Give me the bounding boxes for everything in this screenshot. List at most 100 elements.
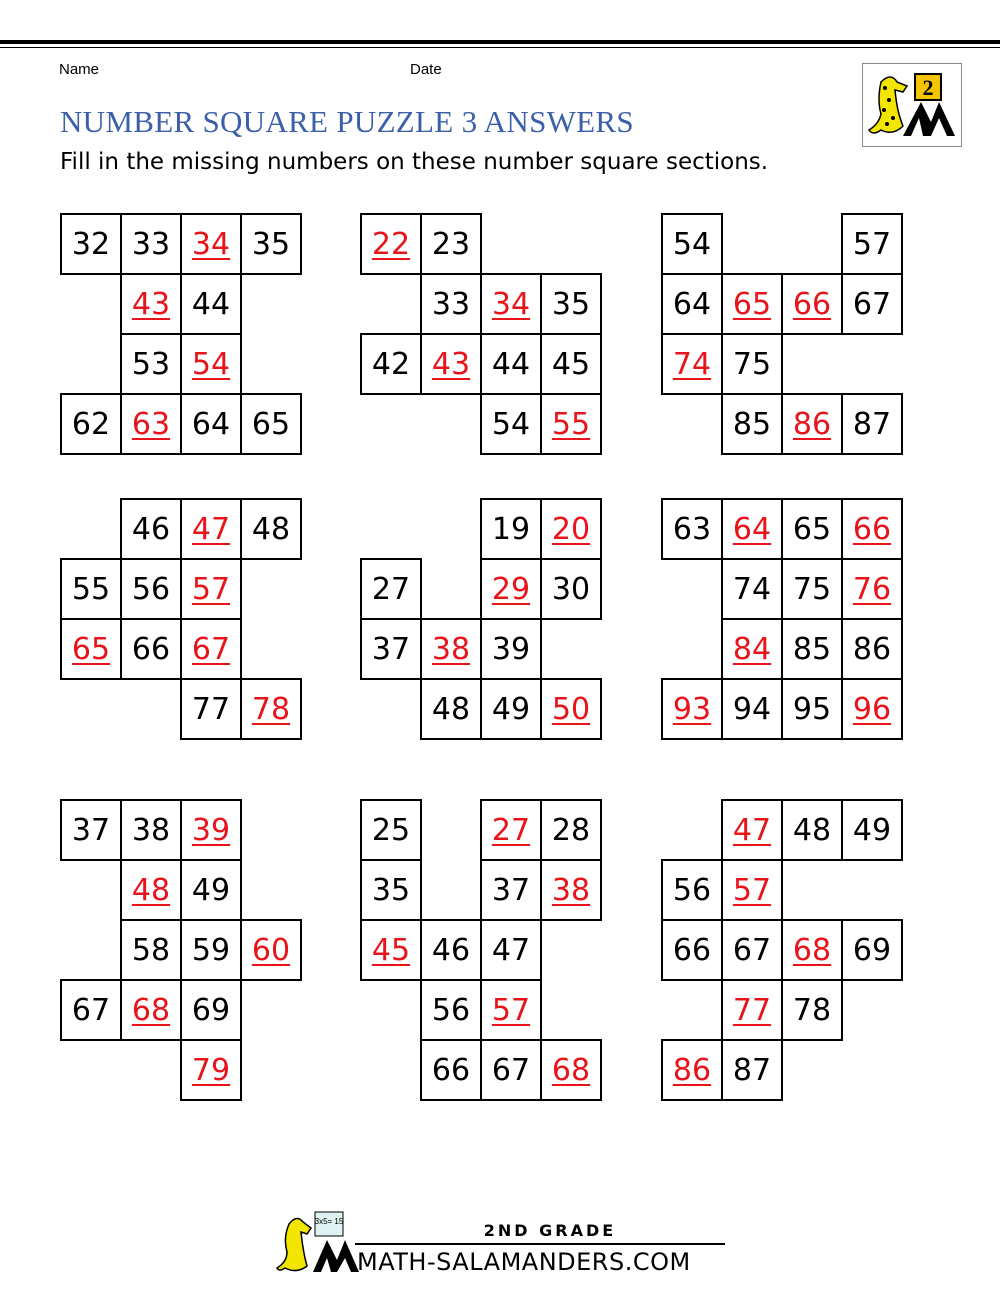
answer-cell: 65	[721, 273, 783, 335]
cell-number: 74	[732, 571, 772, 607]
answer-cell: 86	[661, 1039, 723, 1101]
given-cell: 75	[721, 333, 783, 395]
cell-number: 29	[491, 571, 531, 607]
cell-number: 66	[852, 511, 892, 547]
cell-number: 43	[431, 346, 471, 382]
given-cell: 49	[841, 799, 903, 861]
cell-number: 64	[672, 286, 712, 322]
cell-number: 50	[551, 691, 591, 727]
given-cell: 32	[60, 213, 122, 275]
answer-cell: 22	[360, 213, 422, 275]
given-cell: 85	[781, 618, 843, 680]
given-cell: 35	[240, 213, 302, 275]
answer-cell: 74	[661, 333, 723, 395]
given-cell: 59	[180, 919, 242, 981]
cell-number: 55	[71, 571, 111, 607]
answer-cell: 43	[420, 333, 482, 395]
footer-grade: 2ND GRADE	[484, 1221, 616, 1240]
cell-number: 57	[491, 992, 531, 1028]
cell-number: 54	[491, 406, 531, 442]
cell-number: 34	[191, 226, 231, 262]
answer-cell: 68	[120, 979, 182, 1041]
cell-number: 38	[431, 631, 471, 667]
answer-cell: 29	[480, 558, 542, 620]
cell-number: 56	[131, 571, 171, 607]
given-cell: 49	[180, 859, 242, 921]
answer-cell: 55	[540, 393, 602, 455]
given-cell: 58	[120, 919, 182, 981]
cell-number: 66	[131, 631, 171, 667]
given-cell: 35	[360, 859, 422, 921]
cell-number: 76	[852, 571, 892, 607]
cell-number: 56	[431, 992, 471, 1028]
given-cell: 85	[721, 393, 783, 455]
cell-number: 85	[732, 406, 772, 442]
cell-number: 64	[732, 511, 772, 547]
cell-number: 62	[71, 406, 111, 442]
answer-cell: 68	[540, 1039, 602, 1101]
cell-number: 39	[191, 812, 231, 848]
given-cell: 57	[841, 213, 903, 275]
footer-site: MATH-SALAMANDERS.COM	[357, 1248, 691, 1276]
cell-number: 47	[732, 812, 772, 848]
math-salamanders-logo: 2	[862, 63, 962, 147]
given-cell: 56	[120, 558, 182, 620]
cell-number: 60	[251, 932, 291, 968]
cell-number: 86	[672, 1052, 712, 1088]
given-cell: 77	[180, 678, 242, 740]
answer-cell: 66	[781, 273, 843, 335]
given-cell: 87	[841, 393, 903, 455]
cell-number: 66	[672, 932, 712, 968]
cell-number: 55	[551, 406, 591, 442]
board-text: 3x5= 15	[315, 1217, 344, 1226]
cell-number: 49	[852, 812, 892, 848]
cell-number: 53	[131, 346, 171, 382]
given-cell: 66	[661, 919, 723, 981]
answer-cell: 50	[540, 678, 602, 740]
answer-cell: 48	[120, 859, 182, 921]
cell-number: 65	[251, 406, 291, 442]
given-cell: 86	[841, 618, 903, 680]
cell-number: 95	[792, 691, 832, 727]
cell-number: 59	[191, 932, 231, 968]
cell-number: 27	[491, 812, 531, 848]
given-cell: 67	[721, 919, 783, 981]
page-title: NUMBER SQUARE PUZZLE 3 ANSWERS	[60, 104, 634, 139]
answer-cell: 20	[540, 498, 602, 560]
given-cell: 53	[120, 333, 182, 395]
cell-number: 34	[491, 286, 531, 322]
cell-number: 77	[191, 691, 231, 727]
given-cell: 69	[180, 979, 242, 1041]
name-label: Name	[59, 61, 100, 78]
given-cell: 67	[841, 273, 903, 335]
cell-number: 63	[672, 511, 712, 547]
answer-cell: 27	[480, 799, 542, 861]
cell-number: 86	[852, 631, 892, 667]
cell-number: 28	[551, 812, 591, 848]
given-cell: 62	[60, 393, 122, 455]
cell-number: 42	[371, 346, 411, 382]
cell-number: 48	[251, 511, 291, 547]
answer-cell: 47	[180, 498, 242, 560]
answer-cell: 67	[180, 618, 242, 680]
given-cell: 46	[420, 919, 482, 981]
given-cell: 67	[480, 1039, 542, 1101]
cell-number: 66	[792, 286, 832, 322]
given-cell: 64	[661, 273, 723, 335]
cell-number: 67	[732, 932, 772, 968]
cell-number: 68	[551, 1052, 591, 1088]
answer-cell: 54	[180, 333, 242, 395]
cell-number: 93	[672, 691, 712, 727]
given-cell: 45	[540, 333, 602, 395]
cell-number: 58	[131, 932, 171, 968]
cell-number: 67	[191, 631, 231, 667]
logo-grade-text: 2	[923, 75, 934, 100]
cell-number: 75	[732, 346, 772, 382]
cell-number: 57	[852, 226, 892, 262]
answer-cell: 96	[841, 678, 903, 740]
cell-number: 68	[131, 992, 171, 1028]
given-cell: 49	[480, 678, 542, 740]
cell-number: 38	[131, 812, 171, 848]
given-cell: 38	[120, 799, 182, 861]
given-cell: 95	[781, 678, 843, 740]
